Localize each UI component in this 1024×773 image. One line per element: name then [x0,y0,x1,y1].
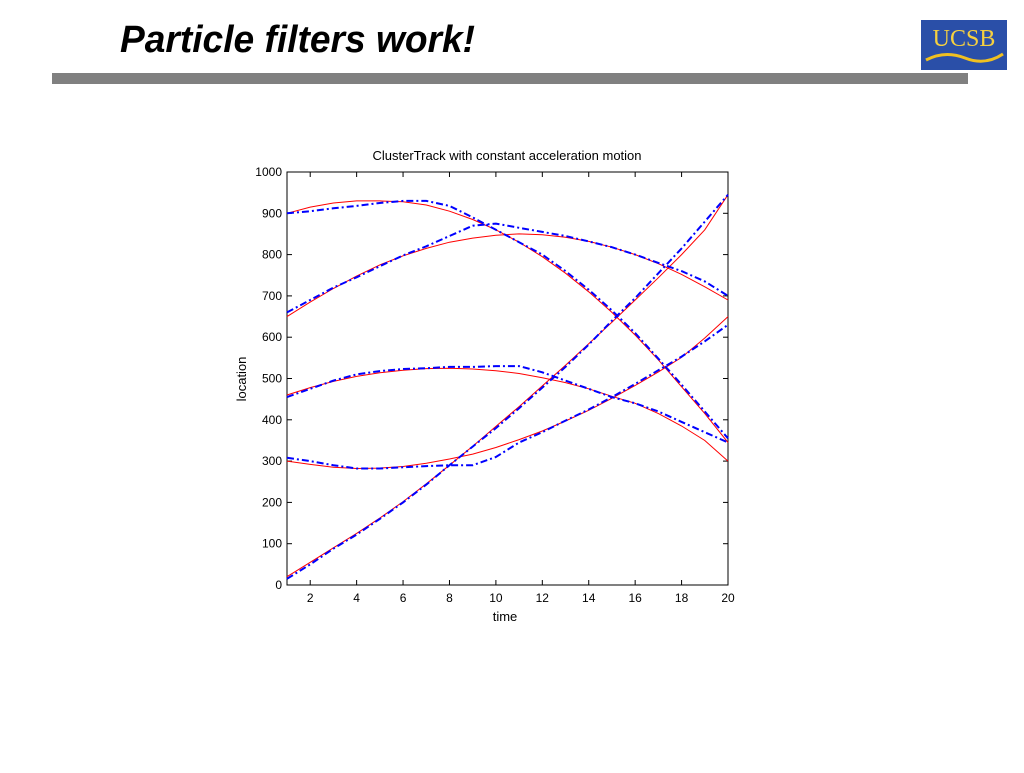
y-tick-label: 900 [262,206,282,220]
series-line [286,367,729,462]
x-tick-label: 8 [446,591,453,605]
series-line [286,222,729,314]
y-tick-label: 800 [262,248,282,262]
slide-title: Particle filters work! [120,19,475,61]
series-line [286,194,729,578]
chart-title: ClusterTrack with constant acceleration … [372,148,641,163]
series-line [286,365,729,444]
logo-wave [925,52,1004,63]
series-line [286,199,729,440]
x-tick-label: 14 [582,591,596,605]
y-tick-label: 600 [262,330,282,344]
logo-box [921,20,1007,70]
x-tick-label: 20 [721,591,735,605]
x-tick-label: 4 [353,591,360,605]
x-tick-label: 18 [675,591,689,605]
title-rule [52,73,968,84]
x-axis-label: time [493,609,518,624]
logo-text: UCSB [933,26,996,52]
y-tick-label: 1000 [255,165,282,179]
x-tick-label: 10 [489,591,503,605]
series-line [286,194,729,580]
series-line [286,323,729,470]
y-axis-label: location [234,357,249,402]
series-line [286,316,729,470]
x-tick-label: 6 [400,591,407,605]
y-tick-label: 100 [262,537,282,551]
y-tick-label: 700 [262,289,282,303]
x-tick-label: 16 [628,591,642,605]
y-tick-label: 500 [262,372,282,386]
y-tick-label: 400 [262,413,282,427]
y-tick-label: 300 [262,454,282,468]
y-tick-label: 0 [275,578,282,592]
y-tick-label: 200 [262,495,282,509]
x-tick-label: 2 [307,591,314,605]
plot-box [286,171,729,586]
x-tick-label: 12 [536,591,550,605]
